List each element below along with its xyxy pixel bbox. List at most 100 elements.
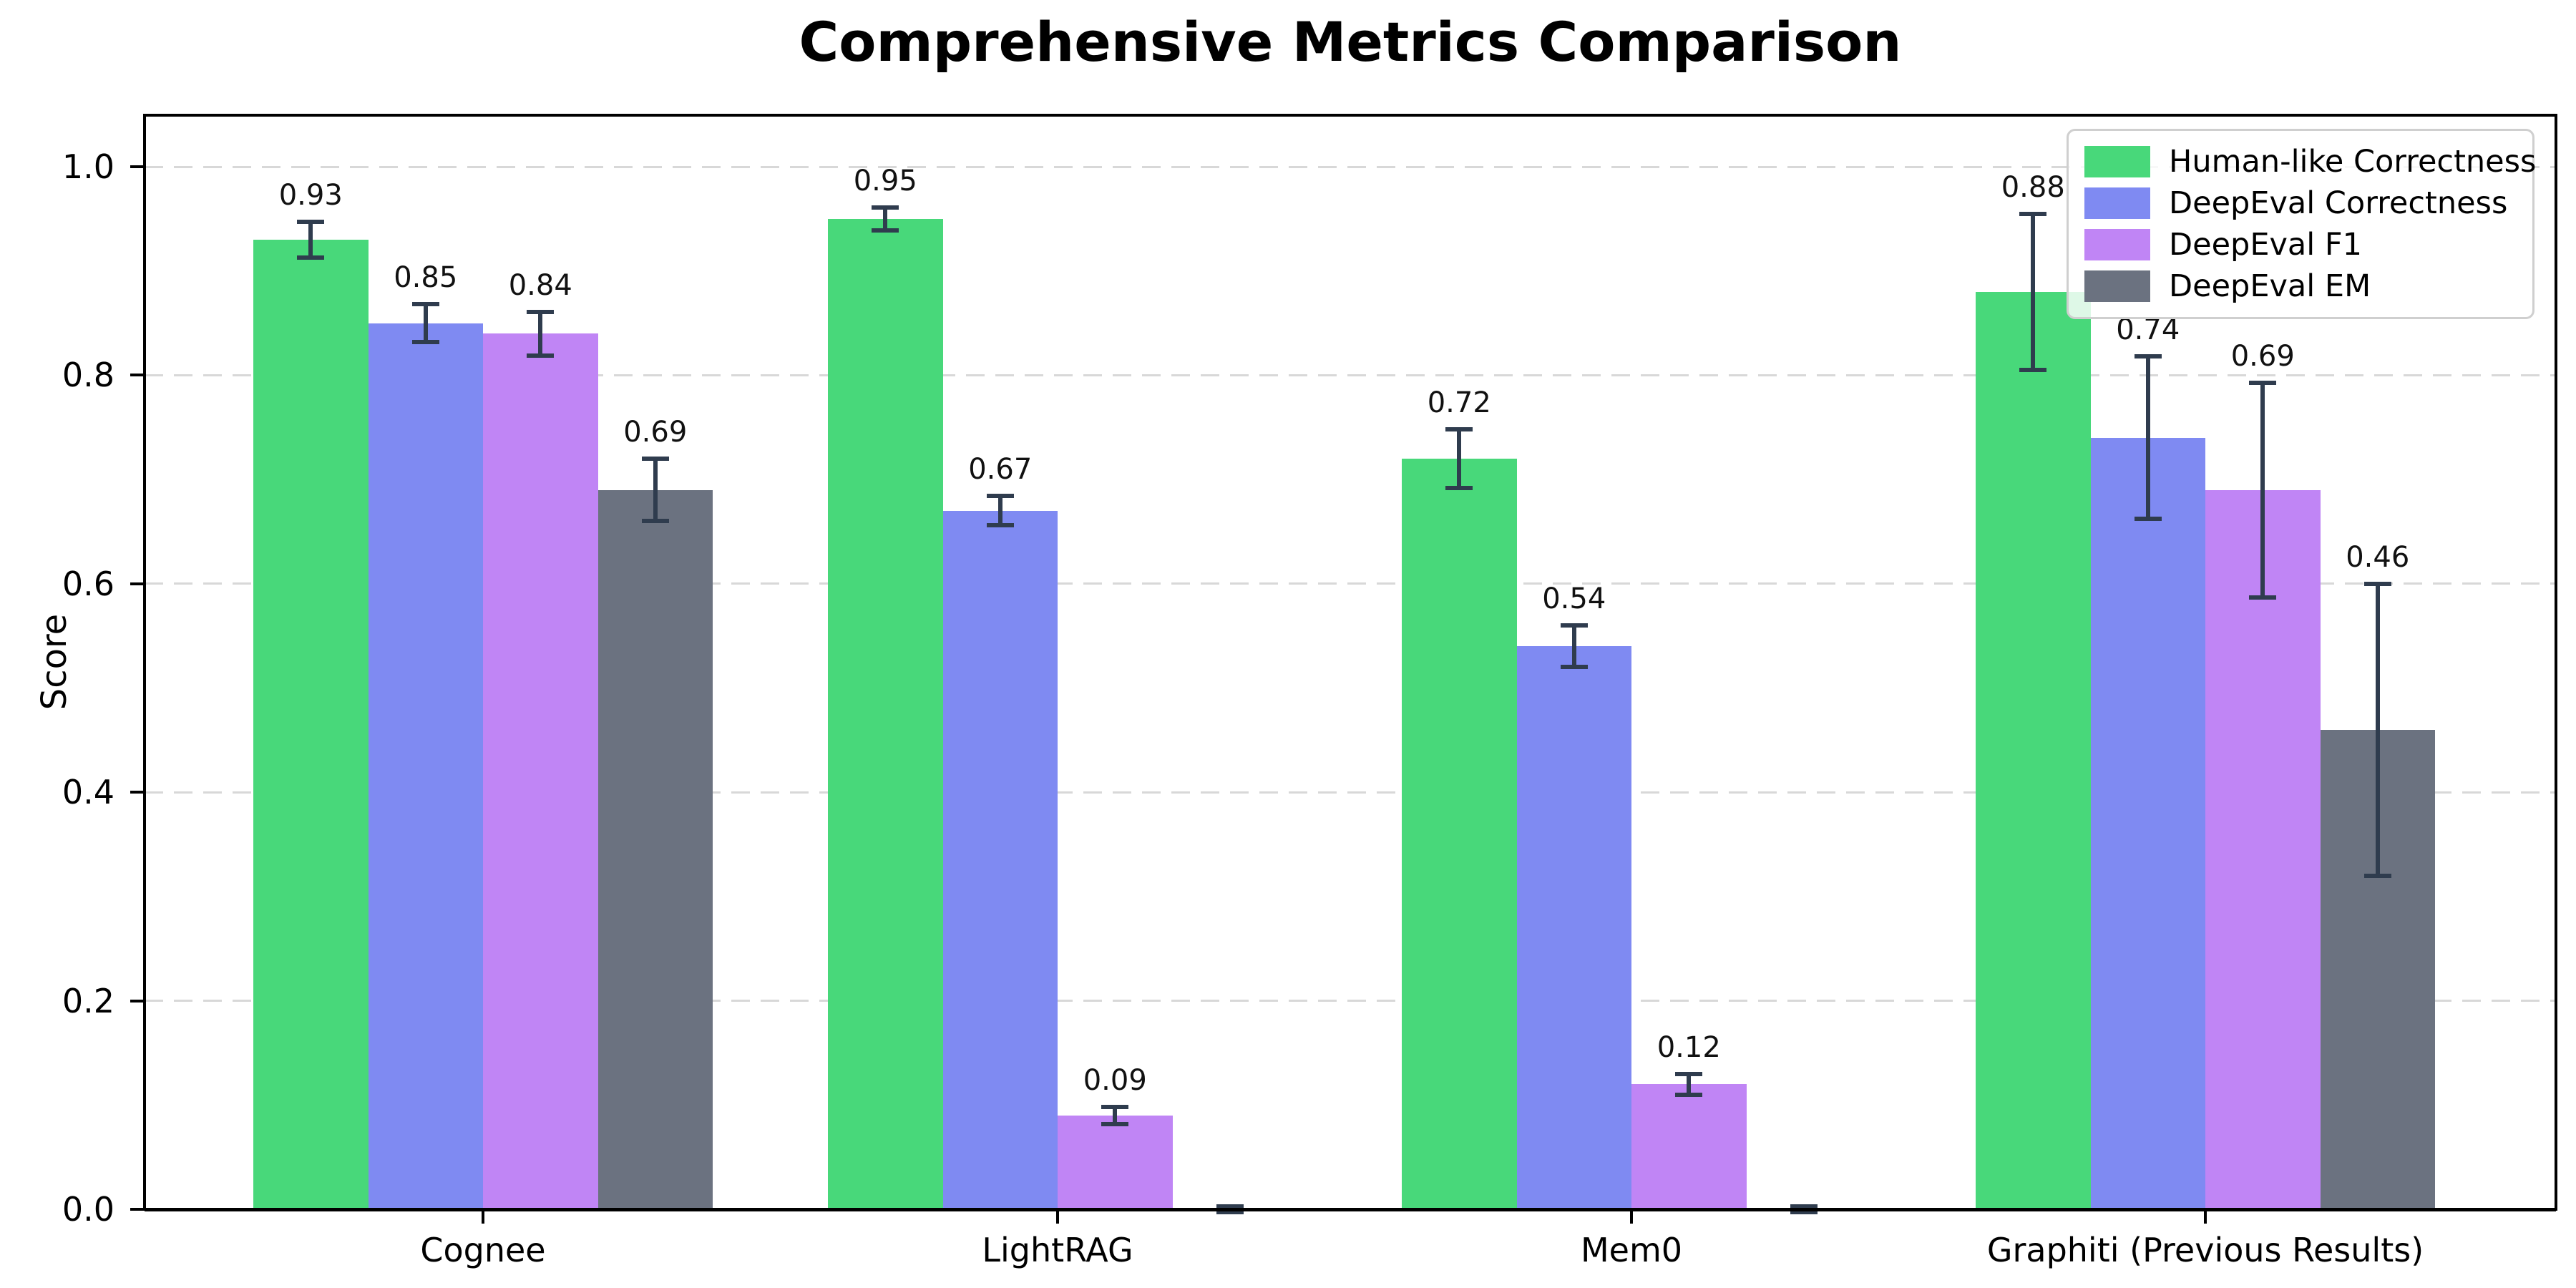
error-bar xyxy=(1571,625,1576,668)
error-bar xyxy=(883,207,888,230)
x-tick-label: Mem0 xyxy=(1580,1231,1683,1269)
gridline xyxy=(145,1000,2556,1002)
error-bar-cap-bottom xyxy=(297,255,325,260)
error-bar-cap-bottom xyxy=(2019,368,2047,373)
error-bar-cap-bottom xyxy=(986,523,1014,528)
y-tick-label: 0.0 xyxy=(62,1190,114,1229)
error-bar-cap-bottom xyxy=(1560,665,1588,670)
x-tick-label: Graphiti (Previous Results) xyxy=(1986,1231,2424,1269)
error-bar-cap-top xyxy=(411,302,439,307)
legend-swatch xyxy=(2084,229,2150,260)
bar xyxy=(253,240,369,1209)
bar xyxy=(1631,1084,1747,1209)
gridline xyxy=(145,374,2556,376)
y-axis-label: Score xyxy=(34,613,74,711)
axis-spine-bottom xyxy=(145,1208,2556,1211)
gridline xyxy=(145,791,2556,794)
error-bar-cap-top xyxy=(1790,1204,1818,1209)
error-bar-cap-top xyxy=(1560,623,1588,628)
x-tick xyxy=(2204,1209,2207,1224)
x-tick-label: Cognee xyxy=(420,1231,546,1269)
legend-item: DeepEval EM xyxy=(2069,265,2532,307)
y-tick-label: 0.4 xyxy=(62,773,114,812)
value-label: 0.12 xyxy=(1657,1030,1721,1064)
legend-swatch xyxy=(2084,146,2150,177)
bar xyxy=(1402,458,1517,1209)
error-bar xyxy=(2260,382,2265,597)
error-bar-cap-top xyxy=(641,456,669,461)
y-tick-label: 1.0 xyxy=(62,147,114,186)
error-bar-cap-bottom xyxy=(527,353,555,358)
value-label: 0.67 xyxy=(968,453,1033,487)
error-bar-cap-bottom xyxy=(1445,485,1473,490)
error-bar-cap-top xyxy=(2249,380,2277,385)
error-bar-cap-bottom xyxy=(641,519,669,524)
error-bar-cap-top xyxy=(297,220,325,225)
error-bar-cap-bottom xyxy=(1675,1092,1703,1097)
legend-label: DeepEval Correctness xyxy=(2169,185,2508,221)
x-tick-label: LightRAG xyxy=(982,1231,1133,1269)
legend-label: Human-like Correctness xyxy=(2169,144,2537,180)
value-label: 0.69 xyxy=(2230,339,2295,373)
error-bar-cap-top xyxy=(2363,581,2391,586)
value-label: 0.93 xyxy=(278,179,343,213)
error-bar xyxy=(1457,429,1462,488)
y-tick xyxy=(130,999,145,1002)
y-tick xyxy=(130,1208,145,1211)
value-label: 0.46 xyxy=(2346,540,2410,574)
bar xyxy=(942,510,1058,1209)
error-bar xyxy=(2375,583,2380,876)
error-bar xyxy=(1687,1073,1692,1095)
legend-item: DeepEval F1 xyxy=(2069,224,2532,265)
y-tick xyxy=(130,165,145,168)
bar xyxy=(1516,646,1631,1209)
error-bar xyxy=(1113,1107,1118,1124)
value-label: 0.69 xyxy=(623,415,688,449)
y-tick xyxy=(130,582,145,585)
error-bar xyxy=(308,222,313,258)
error-bar-cap-top xyxy=(1101,1105,1129,1110)
error-bar xyxy=(653,458,658,522)
gridline xyxy=(145,165,2556,168)
plot-area: 0.93 0.95 0.72 0.88 0.85 0.67 0.54 0.74 0.84 0.09… xyxy=(145,115,2556,1215)
error-bar xyxy=(538,311,543,356)
axis-spine-right xyxy=(2555,114,2557,1211)
error-bar-cap-bottom xyxy=(2363,873,2391,878)
chart-title: Comprehensive Metrics Comparison xyxy=(799,10,1902,74)
value-label: 0.85 xyxy=(394,261,458,295)
bar xyxy=(368,323,483,1209)
error-bar-cap-top xyxy=(1216,1204,1244,1209)
error-bar-cap-top xyxy=(2019,211,2047,216)
x-tick xyxy=(1630,1209,1633,1224)
axis-spine-left xyxy=(143,114,146,1211)
value-label: 0.09 xyxy=(1083,1064,1147,1098)
legend-label: DeepEval F1 xyxy=(2169,227,2362,263)
error-bar-cap-bottom xyxy=(872,228,899,233)
bar xyxy=(1976,291,2091,1209)
bar xyxy=(2205,489,2321,1209)
error-bar-cap-top xyxy=(527,309,555,314)
y-tick xyxy=(130,791,145,794)
error-bar-cap-top xyxy=(2134,354,2162,359)
legend-item: Human-like Correctness xyxy=(2069,141,2536,182)
legend-swatch xyxy=(2084,270,2150,302)
y-tick-label: 0.2 xyxy=(62,981,114,1020)
x-tick xyxy=(482,1209,484,1224)
error-bar-cap-bottom xyxy=(411,339,439,344)
gridline xyxy=(145,582,2556,585)
axis-spine-top xyxy=(145,114,2556,117)
bar xyxy=(597,489,713,1209)
value-label: 0.88 xyxy=(2001,170,2065,204)
legend-swatch xyxy=(2084,187,2150,219)
error-bar-cap-top xyxy=(1445,427,1473,432)
legend-label: DeepEval EM xyxy=(2169,268,2371,304)
error-bar-cap-bottom xyxy=(2249,595,2277,600)
value-label: 0.84 xyxy=(508,268,572,302)
legend: Human-like Correctness DeepEval Correctne… xyxy=(2067,129,2536,319)
error-bar-cap-bottom xyxy=(1790,1210,1818,1215)
error-bar xyxy=(423,304,428,342)
bar xyxy=(1058,1115,1173,1209)
bar xyxy=(2090,437,2205,1209)
error-bar-cap-bottom xyxy=(1101,1121,1129,1126)
value-label: 0.72 xyxy=(1427,386,1491,420)
